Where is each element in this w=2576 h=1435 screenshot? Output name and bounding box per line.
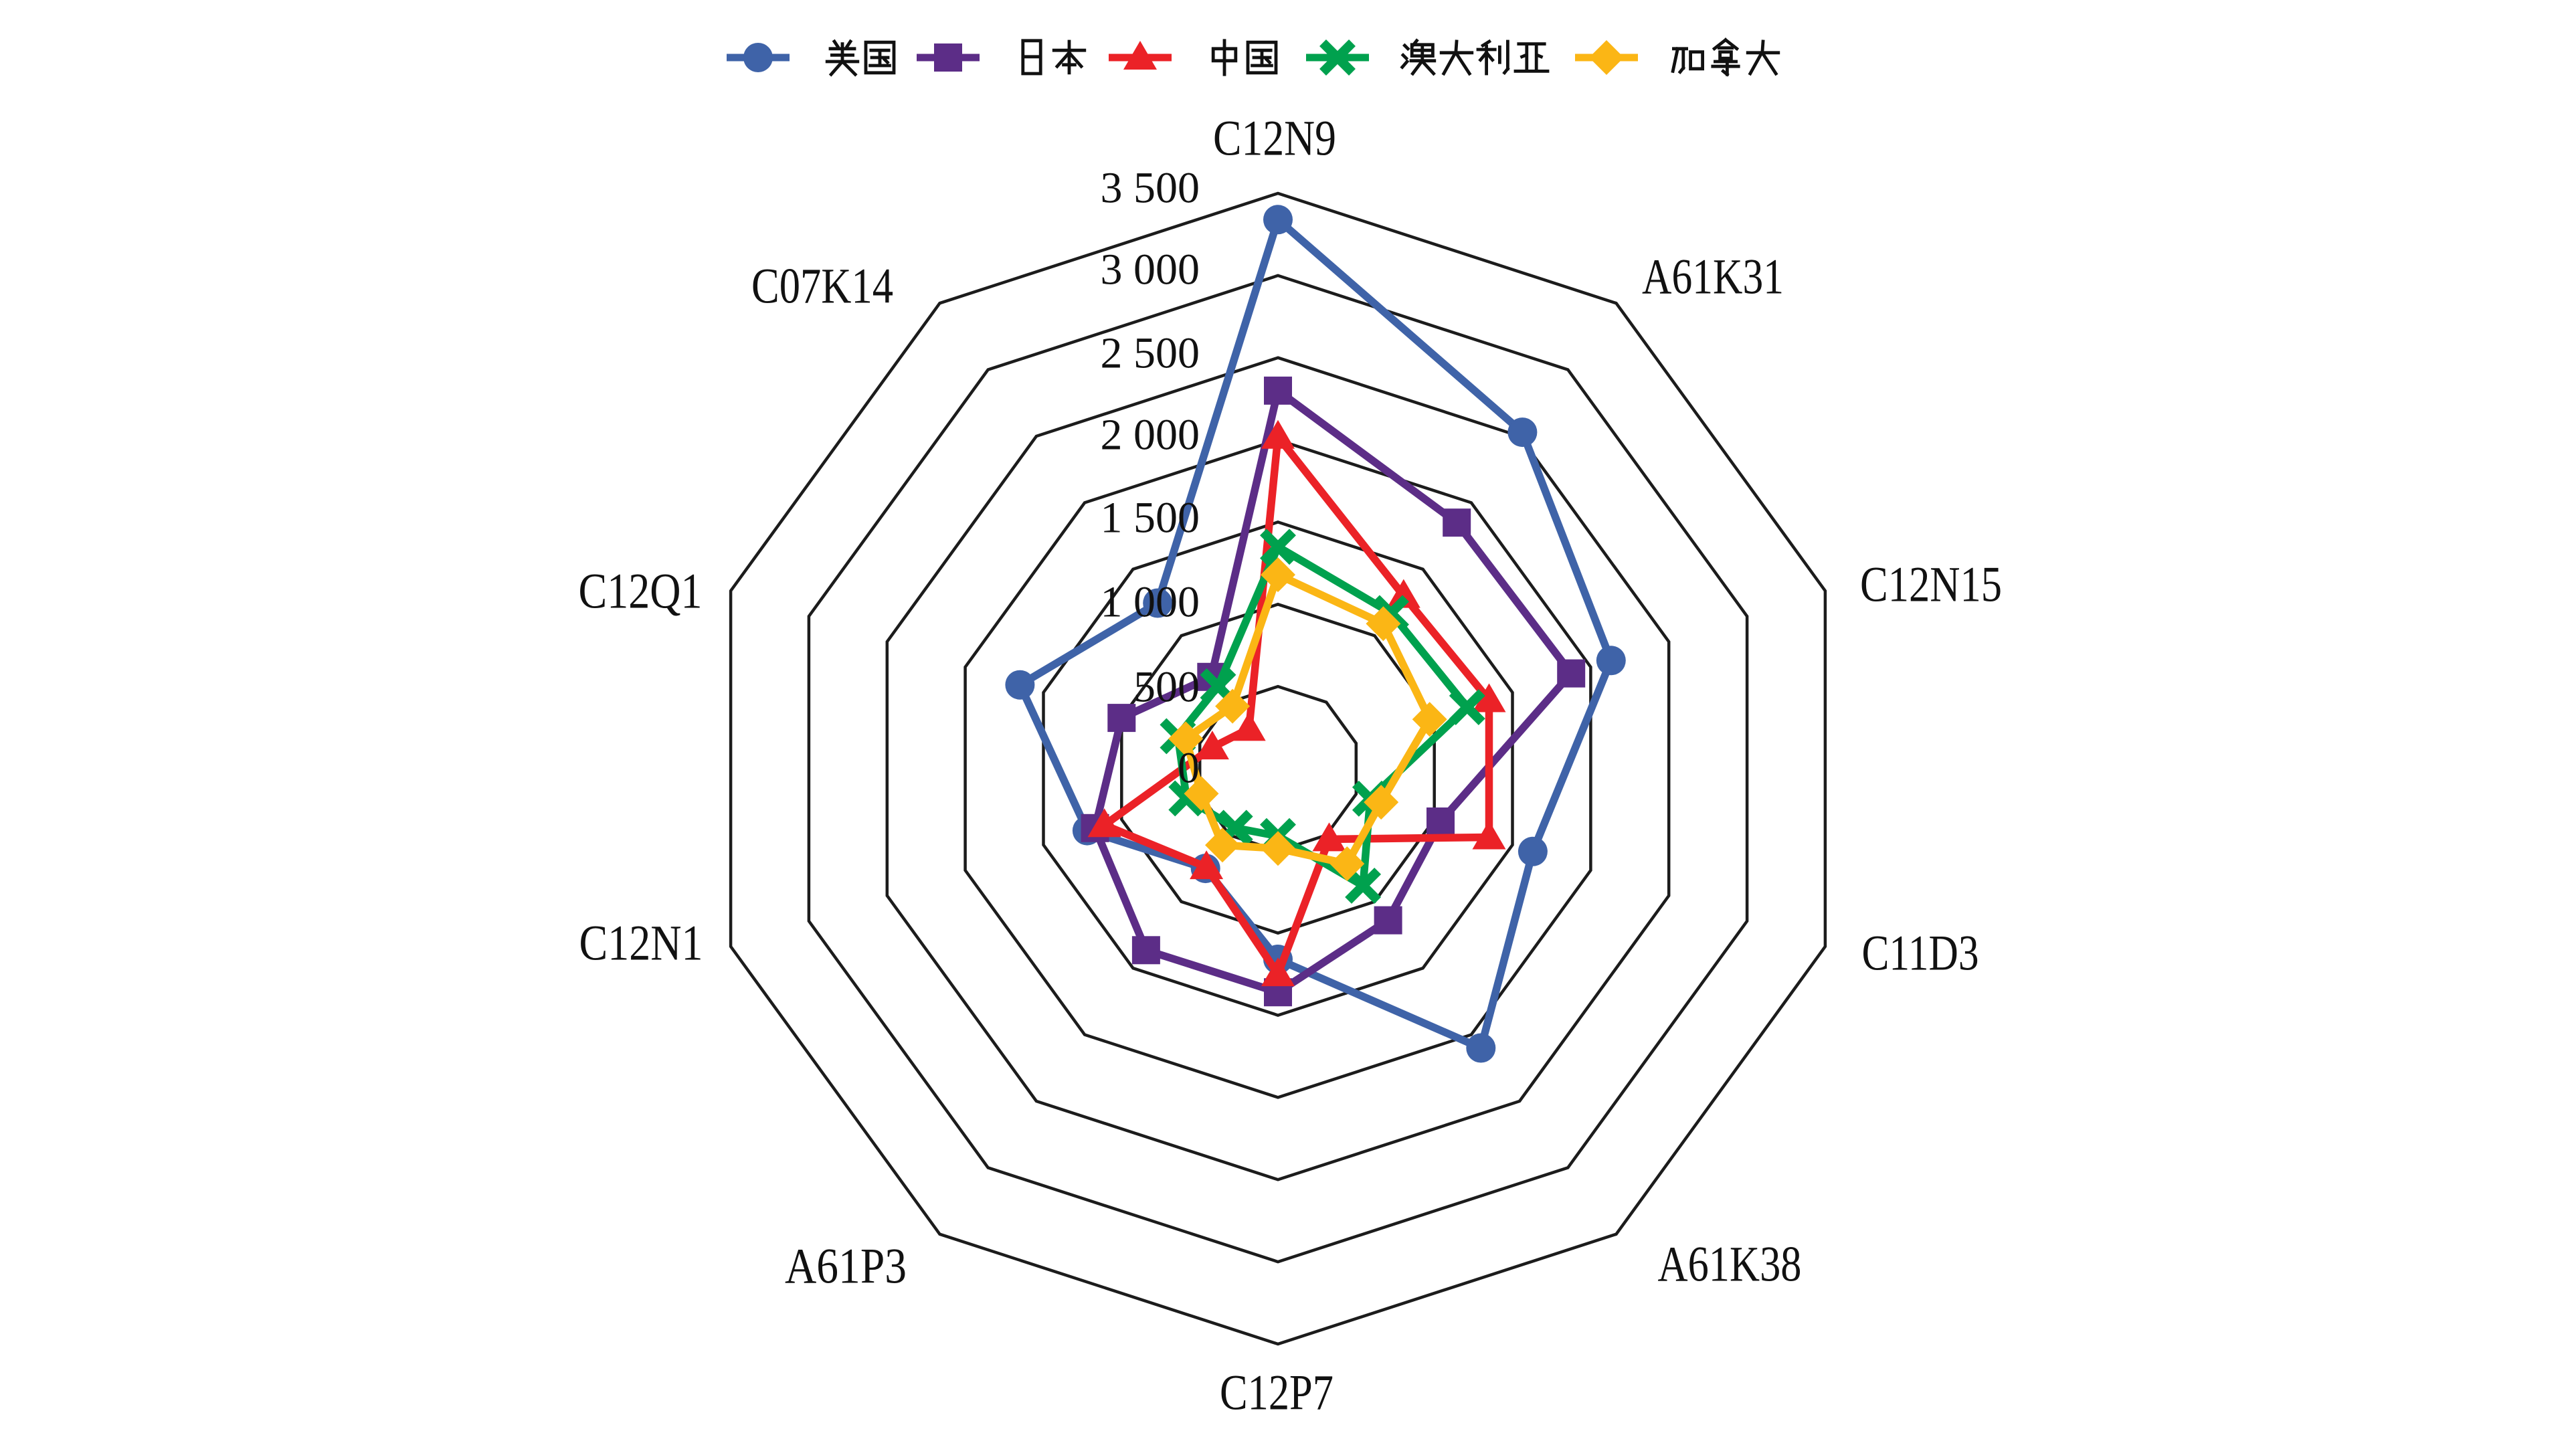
svg-text:C12N15: C12N15 bbox=[1860, 557, 2002, 613]
svg-text:0: 0 bbox=[1178, 744, 1200, 793]
svg-text:A61P3: A61P3 bbox=[785, 1239, 907, 1295]
svg-text:C07K14: C07K14 bbox=[751, 259, 893, 314]
svg-text:3 000: 3 000 bbox=[1101, 246, 1200, 294]
svg-text:1 000: 1 000 bbox=[1101, 578, 1200, 627]
svg-text:3 500: 3 500 bbox=[1101, 164, 1200, 213]
svg-text:C11D3: C11D3 bbox=[1862, 926, 1979, 981]
svg-text:A61K31: A61K31 bbox=[1642, 250, 1784, 305]
svg-text:A61K38: A61K38 bbox=[1658, 1237, 1802, 1293]
svg-text:C12N1: C12N1 bbox=[579, 916, 703, 971]
svg-text:C12Q1: C12Q1 bbox=[579, 564, 703, 619]
svg-text:C12N9: C12N9 bbox=[1213, 111, 1336, 167]
svg-text:500: 500 bbox=[1133, 663, 1200, 712]
svg-text:C12P7: C12P7 bbox=[1220, 1365, 1333, 1421]
svg-text:2 000: 2 000 bbox=[1101, 411, 1200, 460]
svg-text:1 500: 1 500 bbox=[1101, 494, 1200, 543]
svg-text:2 500: 2 500 bbox=[1101, 329, 1200, 378]
